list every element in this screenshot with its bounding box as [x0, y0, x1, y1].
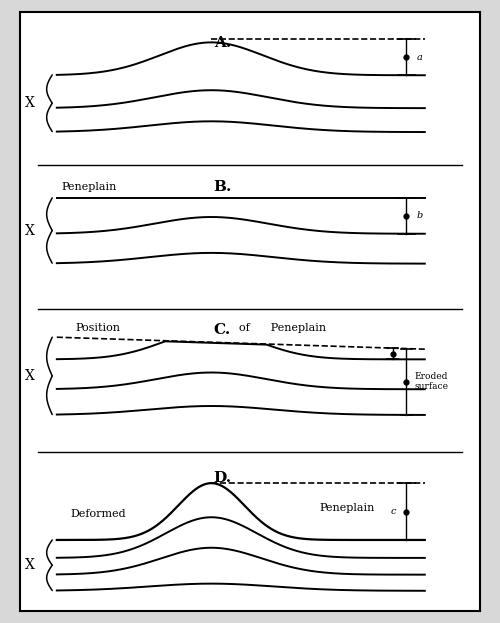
Text: X: X	[25, 369, 35, 383]
Text: Deformed: Deformed	[70, 509, 126, 519]
Text: X: X	[25, 224, 35, 237]
Text: C.: C.	[214, 323, 231, 338]
Text: Eroded
surface: Eroded surface	[414, 372, 448, 391]
Text: Position: Position	[76, 323, 120, 333]
Text: a: a	[417, 53, 423, 62]
Text: X: X	[25, 558, 35, 572]
Text: Peneplain: Peneplain	[62, 182, 117, 192]
Text: b: b	[417, 211, 423, 221]
Text: D.: D.	[214, 471, 232, 485]
Text: of      Peneplain: of Peneplain	[238, 323, 326, 333]
Text: A.: A.	[214, 36, 231, 50]
Text: B.: B.	[213, 180, 232, 194]
Text: Peneplain: Peneplain	[319, 503, 374, 513]
Text: c: c	[390, 507, 396, 516]
Text: X: X	[25, 96, 35, 110]
